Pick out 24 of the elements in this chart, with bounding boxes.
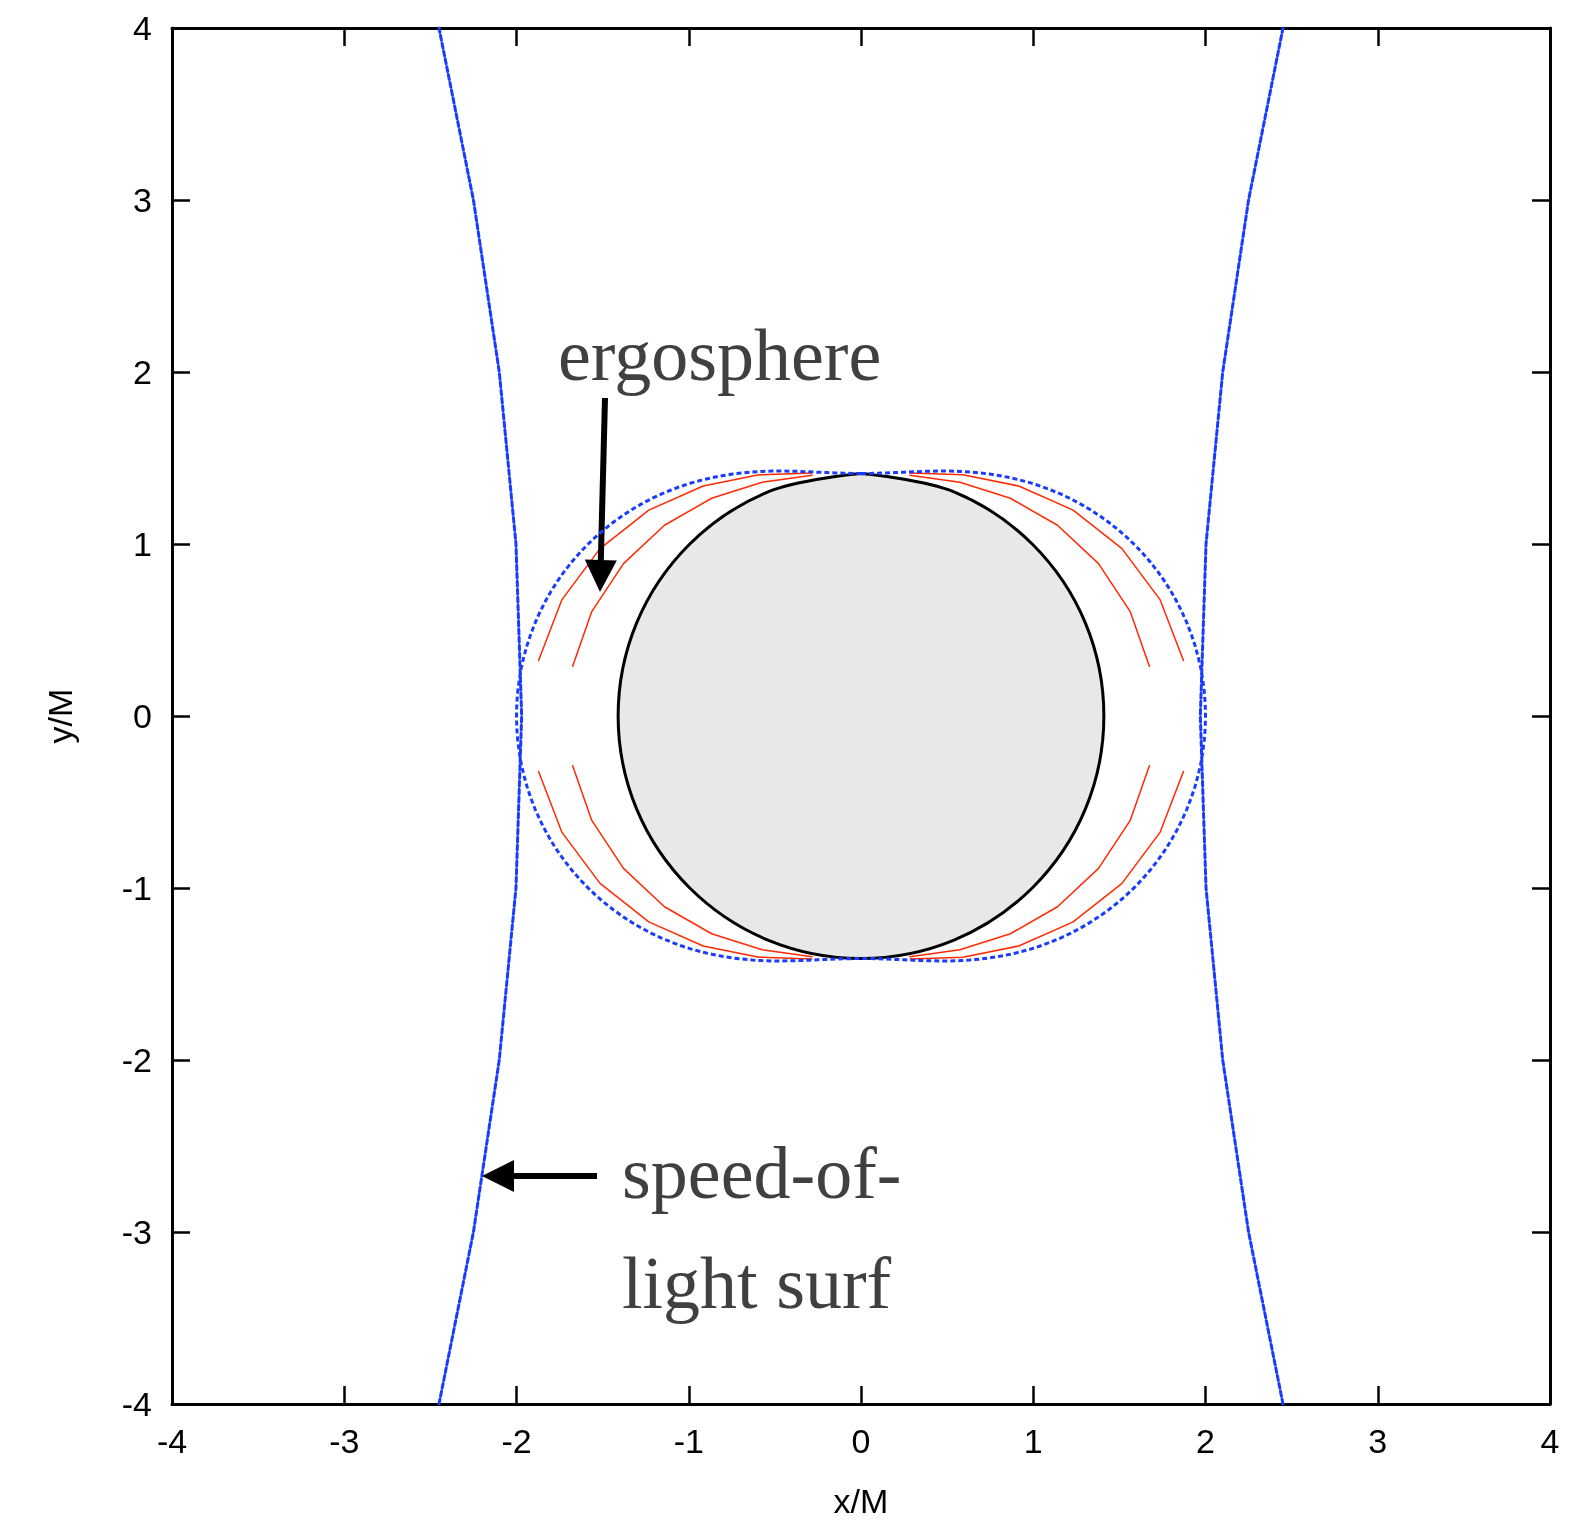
x-tick-label: 2	[1196, 1422, 1215, 1460]
y-tick-label: -1	[121, 869, 152, 907]
x-tick-label: 1	[1023, 1422, 1043, 1460]
x-tick-label: -3	[329, 1422, 360, 1460]
x-axis-title: x/M	[833, 1482, 889, 1520]
annotation: ergosphere	[558, 314, 882, 396]
line-series	[1198, 26, 1285, 1406]
x-tick-label: -1	[673, 1422, 704, 1460]
annotation: speed-of- light surf	[622, 1132, 902, 1324]
y-tick-label: 0	[133, 697, 152, 735]
y-tick-label: 4	[133, 9, 152, 47]
x-tick-label: 4	[1540, 1422, 1560, 1460]
y-tick-label: -2	[121, 1041, 152, 1079]
line-series	[437, 26, 524, 1406]
y-tick-label: -4	[121, 1385, 152, 1423]
y-tick-label: 3	[133, 181, 152, 219]
y-tick-label: 1	[133, 525, 152, 563]
x-tick-label: 3	[1368, 1422, 1388, 1460]
x-tick-label: -2	[501, 1422, 532, 1460]
y-tick-label: -3	[121, 1213, 152, 1251]
x-tick-label: -4	[156, 1422, 188, 1460]
y-tick-label: 2	[133, 353, 152, 391]
x-tick-label: 0	[851, 1422, 871, 1460]
y-axis-title: y/M	[41, 688, 79, 744]
